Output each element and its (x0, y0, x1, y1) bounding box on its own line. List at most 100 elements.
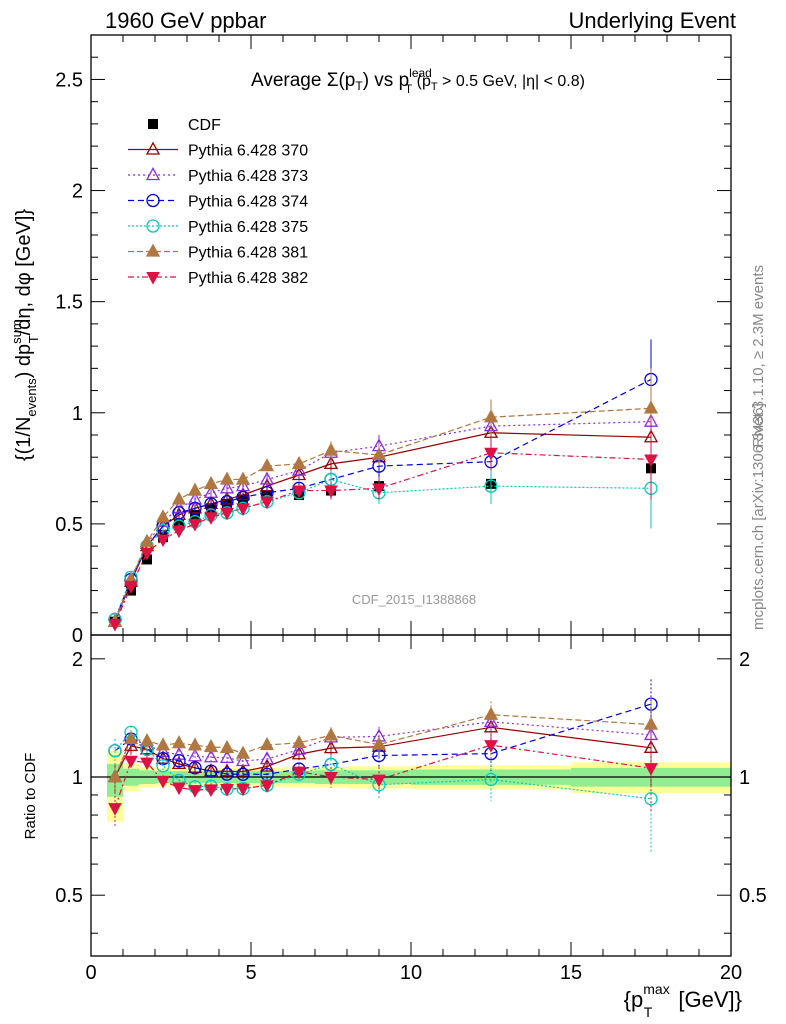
y-tick-label: 1.5 (55, 292, 83, 314)
ratio-point (259, 737, 275, 751)
data-point (140, 547, 154, 561)
ratio-point (204, 784, 218, 798)
ratio-point (188, 761, 202, 775)
ratio-point (171, 755, 187, 770)
data-point (219, 471, 235, 485)
legend-marker (145, 243, 161, 257)
x-tick-label: 20 (720, 962, 742, 984)
ratio-point (323, 727, 339, 741)
x-tick-label: 0 (85, 962, 96, 984)
ratio-frame (90, 634, 732, 957)
ratio-point (107, 769, 123, 783)
y-tick-label: 2 (72, 181, 83, 203)
ratio-point (483, 706, 499, 720)
ratio-point (644, 763, 658, 776)
ratio-point (236, 783, 250, 797)
y-tick-label: 1 (72, 403, 83, 425)
data-point (187, 482, 203, 496)
ratio-point (324, 772, 338, 785)
ratio-point (484, 772, 498, 787)
ratio-point (220, 767, 234, 781)
mcplots-label: mcplots.cern.ch [arXiv:1306.3436] (750, 403, 767, 630)
data-point (124, 581, 138, 594)
legend-label: Pythia 6.428 375 (188, 219, 308, 236)
data-point (260, 496, 274, 510)
data-point (156, 534, 170, 548)
ratio-point (484, 740, 498, 753)
ratio-point (124, 755, 138, 769)
data-point (291, 462, 307, 476)
legend-label: Pythia 6.428 374 (188, 194, 308, 211)
data-point (292, 485, 306, 499)
ratio-point (156, 775, 170, 789)
data-point (187, 491, 203, 505)
ratio-y-tick-label-right: 2 (739, 649, 750, 671)
data-point (484, 479, 498, 493)
ratio-y-axis-label: Ratio to CDF (22, 753, 39, 840)
ratio-point (204, 764, 218, 778)
data-point (644, 454, 658, 468)
data-point (220, 507, 234, 521)
data-point (188, 518, 202, 532)
data-point (155, 509, 171, 523)
data-point (323, 455, 339, 470)
data-point (324, 485, 338, 499)
data-point (259, 458, 275, 472)
ratio-point (108, 744, 122, 758)
ratio-y-tick-label: 1 (72, 767, 83, 789)
x-tick-label: 15 (560, 962, 582, 984)
x-tick-label: 10 (400, 962, 422, 984)
main-frame (90, 34, 732, 636)
ratio-point (219, 739, 235, 754)
ratio-point (108, 803, 122, 816)
legend-label: Pythia 6.428 381 (188, 245, 308, 262)
ratio-point (220, 783, 234, 797)
ratio-point (291, 734, 307, 748)
data-point (172, 525, 186, 539)
data-point (259, 471, 275, 485)
ratio-y-tick-label-right: 0.5 (739, 885, 767, 907)
ratio-point (172, 782, 186, 796)
ratio-point (203, 749, 219, 763)
ratio-point (140, 757, 154, 771)
data-point (139, 533, 155, 547)
data-point (203, 475, 219, 490)
data-point (190, 510, 200, 520)
y-tick-label: 2.5 (55, 69, 83, 91)
legend-marker (148, 119, 158, 129)
rivet-label: Rivet 3.1.10, ≥ 2.3M events (750, 265, 767, 448)
ratio-point (171, 735, 187, 749)
plot-header-left: 1960 GeV ppbar (105, 8, 267, 33)
data-point (372, 483, 386, 496)
y-tick-label: 0.5 (55, 514, 83, 536)
data-point (371, 447, 387, 461)
data-point (483, 409, 499, 423)
ratio-point (188, 785, 202, 798)
legend-label: Pythia 6.428 373 (188, 168, 308, 185)
data-point (236, 490, 250, 504)
ratio-point (219, 763, 235, 777)
data-point (187, 500, 203, 514)
ratio-point (187, 748, 203, 762)
ratio-point (172, 754, 186, 768)
ratio-point (219, 749, 235, 764)
data-point (236, 503, 250, 516)
data-point (188, 501, 202, 515)
chart-title: Average Σ(pT) vs plead T (pT > 0.5 GeV, |… (251, 66, 585, 96)
ratio-point (371, 736, 387, 750)
plot-header-right: Underlying Event (568, 8, 736, 33)
legend-marker (146, 272, 160, 285)
ratio-y-tick-label: 0.5 (55, 885, 83, 907)
data-point (291, 467, 307, 481)
data-point (108, 618, 122, 632)
ratio-point (259, 751, 275, 765)
data-point (204, 497, 218, 511)
legend-marker (145, 141, 161, 155)
data-point (323, 442, 339, 456)
y-axis-label: {(1/Nevents) dpsum T/dη, dφ [GeV]} (9, 209, 41, 461)
legend-marker (145, 167, 161, 181)
legend-label: Pythia 6.428 370 (188, 143, 308, 160)
legend-label: CDF (188, 117, 221, 134)
ratio-point (324, 757, 338, 772)
